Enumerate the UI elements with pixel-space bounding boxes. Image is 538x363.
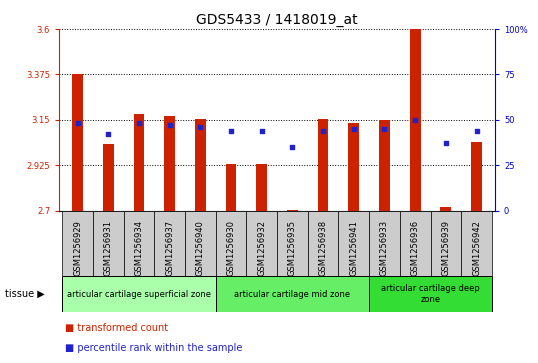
Text: ■ transformed count: ■ transformed count [65,323,168,333]
Bar [62,211,93,276]
Bar [349,123,359,211]
Bar [256,164,267,211]
Bar [216,276,369,312]
Text: GSM1256930: GSM1256930 [226,220,236,276]
Point [472,128,481,134]
Bar [164,116,175,211]
Bar [338,211,369,276]
Bar [62,276,216,312]
Text: GSM1256938: GSM1256938 [318,220,328,277]
Text: GSM1256929: GSM1256929 [73,220,82,276]
Point [134,121,143,126]
Bar [400,211,430,276]
Bar [308,211,338,276]
Text: articular cartilage mid zone: articular cartilage mid zone [235,290,350,298]
Bar [471,142,482,211]
Bar [441,207,451,211]
Point [196,124,204,130]
Point [288,144,297,150]
Bar [216,211,246,276]
Point [257,128,266,134]
Bar [225,164,236,211]
Text: GSM1256942: GSM1256942 [472,220,481,276]
Point [411,117,420,123]
Text: GSM1256937: GSM1256937 [165,220,174,277]
Bar [379,120,390,211]
Bar [287,209,298,211]
Bar [154,211,185,276]
Point [226,128,235,134]
Point [104,131,112,137]
Bar [369,211,400,276]
Bar [124,211,154,276]
Text: GSM1256935: GSM1256935 [288,220,297,276]
Point [319,128,328,134]
Bar [103,144,114,211]
Bar [318,119,329,211]
Point [442,140,450,146]
Bar [72,74,83,211]
Text: ■ percentile rank within the sample: ■ percentile rank within the sample [65,343,242,353]
Bar [185,211,216,276]
Text: articular cartilage deep
zone: articular cartilage deep zone [381,284,480,304]
Point [350,126,358,132]
Text: tissue ▶: tissue ▶ [5,289,45,299]
Bar [246,211,277,276]
Bar [430,211,461,276]
Bar [410,29,421,211]
Title: GDS5433 / 1418019_at: GDS5433 / 1418019_at [196,13,358,26]
Text: articular cartilage superficial zone: articular cartilage superficial zone [67,290,211,298]
Point [380,126,389,132]
Bar [133,114,144,211]
Point [165,122,174,128]
Point [73,121,82,126]
Bar [369,276,492,312]
Bar [195,119,206,211]
Text: GSM1256936: GSM1256936 [410,220,420,277]
Text: GSM1256931: GSM1256931 [104,220,113,276]
Text: GSM1256940: GSM1256940 [196,220,205,276]
Text: GSM1256934: GSM1256934 [134,220,144,276]
Text: GSM1256939: GSM1256939 [441,220,450,276]
Bar [277,211,308,276]
Bar [461,211,492,276]
Bar [93,211,124,276]
Text: GSM1256941: GSM1256941 [349,220,358,276]
Text: GSM1256932: GSM1256932 [257,220,266,276]
Text: GSM1256933: GSM1256933 [380,220,389,277]
